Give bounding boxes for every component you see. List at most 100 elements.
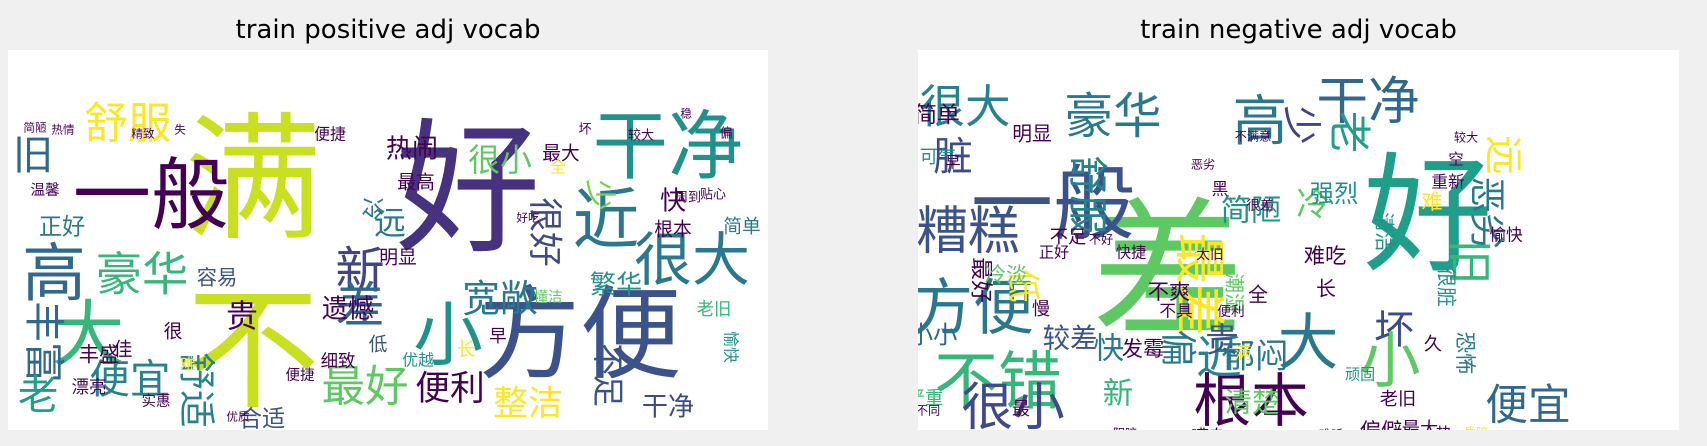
word-1: 好	[1363, 141, 1492, 291]
word-14: 舒服	[85, 100, 172, 150]
positive-word-cloud-svg: 好满不 方便一般干净大 小近高 很大新差豪华舒服最好丰富 便宜旧老 舒适宽敞很好便利 整洁不…	[13, 100, 761, 431]
word-55: 优越	[402, 351, 434, 370]
word-9: 高	[22, 238, 86, 312]
word-4: 方便	[918, 274, 1034, 344]
word-71: 稳	[680, 107, 692, 121]
word-42: 发霉	[1122, 337, 1165, 362]
word-23: 便利	[415, 369, 485, 409]
word-19: 脏	[933, 135, 973, 181]
word-70: 空	[1448, 151, 1463, 169]
word-0: 差	[1092, 184, 1244, 361]
word-21: 宽敞	[462, 277, 537, 321]
word-70: 精致	[131, 127, 155, 141]
word-31: 热闹	[386, 135, 438, 165]
word-37: 最好	[968, 257, 994, 303]
word-28: 冷	[1296, 185, 1329, 224]
word-46: 很脏	[1435, 267, 1458, 307]
word-39: 丰盛	[79, 343, 120, 367]
word-48: 清洁	[1373, 212, 1396, 252]
word-64: 满	[1235, 343, 1252, 363]
word-75: 不满意	[1235, 129, 1272, 144]
word-18: 便宜	[1485, 381, 1570, 431]
word-24: 恶劣	[1466, 177, 1509, 250]
word-21: 远	[1480, 135, 1526, 175]
word-22: 舒服	[1064, 156, 1110, 235]
word-28: 远	[374, 204, 406, 242]
word-29: 少	[581, 179, 619, 211]
word-35: 强烈	[1310, 179, 1359, 208]
word-55: 严重	[918, 388, 943, 409]
word-26: 贵	[1205, 321, 1238, 360]
word-58: 温馨	[31, 182, 60, 199]
word-76: 恶劣	[1191, 158, 1215, 172]
word-2: 一般	[971, 157, 1135, 252]
word-15: 最好	[322, 363, 409, 413]
word-47: 明显	[1012, 123, 1052, 146]
word-33: 清楚	[1225, 388, 1280, 419]
word-74: 很差	[1246, 198, 1273, 214]
word-34: 较差	[1043, 324, 1098, 355]
word-17: 便宜	[89, 355, 170, 403]
positive-word-cloud: 好满不方便 一般 干净大小近高很大新差豪华 舒服 最好 丰富 便宜旧老舒适 宽敞 很好 便利 整洁不…	[8, 50, 768, 430]
word-10: 糟糕	[918, 202, 1020, 262]
word-62: 黑	[1212, 179, 1229, 199]
word-40: 最高	[397, 172, 435, 194]
word-13: 豪华	[96, 248, 189, 302]
word-44: 最大	[542, 143, 580, 165]
word-15: 近	[1196, 332, 1242, 385]
word-56: 老旧	[1380, 389, 1416, 410]
word-12: 差	[335, 277, 384, 335]
word-8: 近	[573, 181, 640, 259]
word-81: 较大	[1454, 130, 1478, 145]
word-38: 容易	[197, 266, 238, 290]
word-1: 满	[184, 101, 322, 261]
word-63: 重新	[1431, 172, 1464, 192]
word-61: 便捷	[286, 367, 315, 384]
word-80: 不好	[1089, 233, 1113, 247]
word-63: 贴心	[700, 188, 726, 203]
word-25: 偏	[1157, 330, 1200, 367]
word-78: 阴暗	[1113, 426, 1137, 431]
word-48: 长	[457, 339, 476, 361]
word-68: 早	[945, 154, 960, 172]
word-54: 便捷	[314, 125, 346, 144]
word-16: 丰富	[20, 301, 68, 382]
word-22: 很好	[524, 197, 564, 267]
word-25: 不足	[589, 343, 627, 407]
word-37: 冷	[359, 197, 386, 220]
word-41: 不爽	[1148, 280, 1191, 305]
word-53: 愉快	[722, 331, 741, 363]
word-36: 合适	[239, 406, 285, 431]
word-39: 恐怖	[1452, 332, 1477, 375]
word-11: 新	[335, 242, 384, 300]
word-82: 不同	[918, 404, 940, 418]
word-20: 舒适	[175, 352, 219, 427]
negative-word-cloud: 差好 一般 不错 方便大小根本 高干净 糟糕 很小 最差 豪华 很大近 旧 老便宜 脏 少远舒服坏 恶劣偏贵…	[918, 50, 1679, 430]
word-41: 明显	[379, 248, 417, 269]
word-49: 潮湿	[1223, 273, 1246, 313]
word-6: 大	[52, 294, 125, 378]
word-33: 快	[660, 187, 686, 217]
word-3: 不错	[934, 346, 1062, 420]
word-51: 全	[1248, 284, 1268, 307]
word-13: 豪华	[1064, 89, 1161, 145]
word-0: 好	[396, 106, 541, 275]
word-40: 难	[1421, 190, 1442, 215]
word-36: 小小	[918, 320, 957, 349]
word-10: 很大	[634, 226, 750, 294]
word-73: 优质	[226, 410, 250, 424]
word-34: 干净	[642, 393, 694, 423]
word-72: 便利	[1217, 304, 1244, 320]
word-9: 干净	[1316, 72, 1419, 132]
word-69: 失	[174, 123, 186, 137]
word-64: 坏	[578, 123, 591, 138]
word-17: 老	[1324, 111, 1374, 154]
word-16: 旧	[1443, 239, 1496, 285]
word-35: 正好	[39, 214, 85, 241]
word-31: 新	[1103, 377, 1133, 412]
word-32: 快	[1094, 332, 1124, 367]
word-50: 长	[1316, 278, 1336, 301]
word-62: 周到	[675, 191, 701, 206]
negative-word-cloud-svg: 差好 一般不错方便大小根本 高 干净糟糕很小 最差 豪华 很大近 旧 老便宜 脏 少远舒服坏 恶劣偏贵…	[918, 72, 1571, 431]
word-53: 可气	[920, 147, 956, 168]
